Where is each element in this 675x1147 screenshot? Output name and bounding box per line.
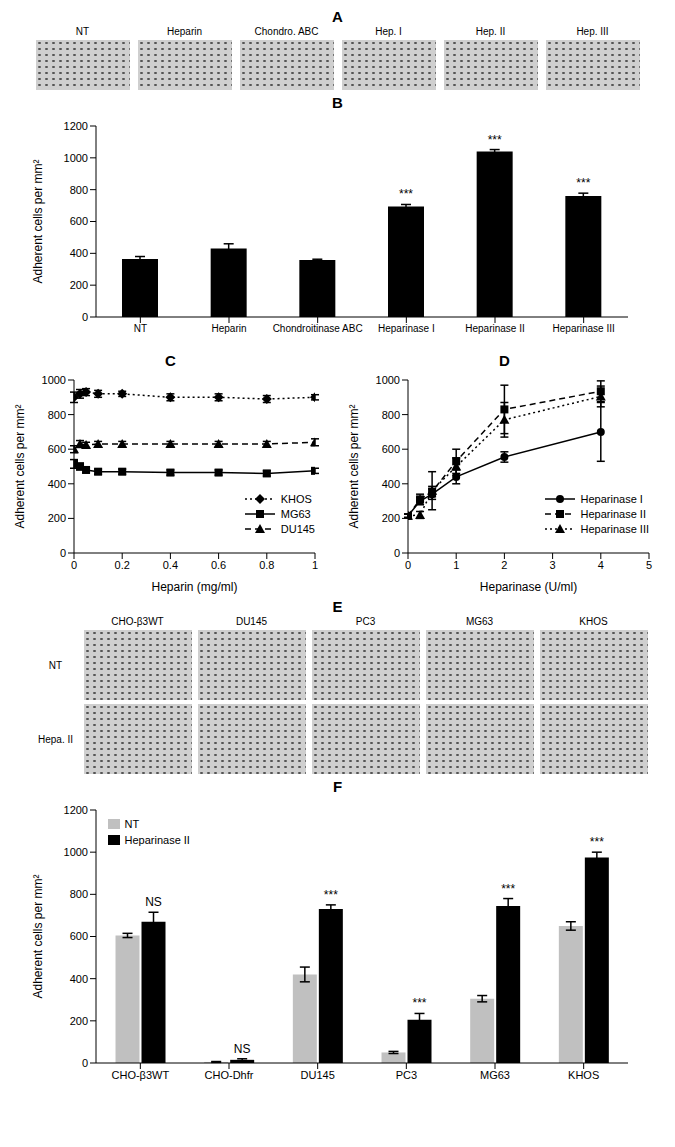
svg-text:0: 0	[60, 547, 66, 559]
svg-text:Heparinase II: Heparinase II	[465, 323, 524, 334]
html-text:Heparinase II: Heparinase II	[580, 507, 646, 520]
svg-text:Heparinase (U/ml): Heparinase (U/ml)	[480, 580, 577, 594]
svg-text:0: 0	[81, 1057, 87, 1069]
html-text:NT: NT	[124, 818, 140, 830]
svg-text:***: ***	[501, 882, 515, 896]
svg-text:800: 800	[69, 184, 87, 196]
html-text:F: F	[332, 778, 343, 795]
svg-text:***: ***	[412, 996, 426, 1010]
html-text:Hep. I: Hep. I	[375, 26, 402, 37]
svg-text:0.4: 0.4	[163, 559, 178, 571]
html-text:KHOS: KHOS	[579, 616, 608, 627]
svg-text:600: 600	[69, 215, 87, 227]
svg-text:Adherent cells per mm²: Adherent cells per mm²	[13, 404, 27, 528]
svg-text:Heparin: Heparin	[211, 323, 246, 334]
svg-text:800: 800	[48, 409, 66, 421]
svg-text:1: 1	[312, 559, 318, 571]
svg-text:KHOS: KHOS	[568, 1069, 599, 1081]
html-text:C: C	[165, 352, 176, 369]
svg-text:600: 600	[382, 443, 400, 455]
svg-text:Chondroitinase ABC: Chondroitinase ABC	[272, 323, 362, 334]
svg-text:200: 200	[48, 512, 66, 524]
html-text:A: A	[332, 8, 343, 25]
html-text:Chondro. ABC: Chondro. ABC	[254, 26, 319, 37]
html-text:Hep. III: Hep. III	[576, 26, 609, 37]
svg-text:600: 600	[48, 443, 66, 455]
svg-text:CHO-β3WT: CHO-β3WT	[111, 1069, 169, 1081]
svg-text:***: ***	[589, 835, 603, 849]
svg-text:0.6: 0.6	[211, 559, 226, 571]
svg-text:1: 1	[453, 559, 459, 571]
svg-text:Heparinase III: Heparinase III	[552, 323, 614, 334]
html-text:KHOS: KHOS	[280, 492, 312, 505]
html-text:Hep. II: Hep. II	[475, 26, 506, 37]
svg-text:Adherent cells per mm²: Adherent cells per mm²	[31, 874, 45, 998]
html-text:B: B	[332, 94, 343, 111]
svg-text:Adherent cells per mm²: Adherent cells per mm²	[347, 404, 361, 528]
html-text:MG63: MG63	[465, 616, 494, 627]
svg-text:2: 2	[501, 559, 507, 571]
svg-text:800: 800	[69, 888, 87, 900]
html-text:PC3: PC3	[355, 616, 376, 627]
svg-text:1000: 1000	[63, 152, 87, 164]
svg-text:5: 5	[646, 559, 652, 571]
svg-text:400: 400	[48, 478, 66, 490]
html-text:E: E	[332, 598, 343, 615]
svg-text:400: 400	[69, 247, 87, 259]
svg-text:1000: 1000	[63, 846, 87, 858]
svg-text:NS: NS	[145, 895, 162, 909]
svg-text:0: 0	[405, 559, 411, 571]
svg-text:1200: 1200	[63, 120, 87, 132]
svg-text:NT: NT	[133, 323, 146, 334]
svg-text:400: 400	[382, 478, 400, 490]
svg-text:***: ***	[323, 888, 337, 902]
html-text:Hepa. II: Hepa. II	[38, 733, 73, 745]
svg-text:200: 200	[69, 279, 87, 291]
svg-text:***: ***	[576, 176, 590, 190]
html-text:MG63: MG63	[280, 507, 311, 520]
svg-text:1000: 1000	[42, 374, 66, 386]
svg-text:1000: 1000	[376, 374, 400, 386]
svg-text:PC3: PC3	[395, 1069, 416, 1081]
svg-text:200: 200	[69, 1015, 87, 1027]
html-text:Heparinase I: Heparinase I	[580, 492, 643, 505]
svg-text:800: 800	[382, 409, 400, 421]
svg-text:MG63: MG63	[480, 1069, 510, 1081]
svg-text:400: 400	[69, 973, 87, 985]
svg-text:Heparinase I: Heparinase I	[377, 323, 434, 334]
svg-text:1200: 1200	[63, 804, 87, 816]
svg-text:***: ***	[487, 133, 501, 147]
html-text:DU145: DU145	[235, 616, 268, 627]
html-text:Heparin: Heparin	[167, 26, 202, 37]
svg-text:Heparin (mg/ml): Heparin (mg/ml)	[151, 580, 237, 594]
html-text:NT: NT	[75, 26, 90, 37]
html-text:Heparinase II: Heparinase II	[124, 834, 190, 846]
svg-text:***: ***	[398, 187, 412, 201]
svg-text:0: 0	[71, 559, 77, 571]
html-text:NT: NT	[48, 659, 63, 671]
html-text:CHO-β3WT: CHO-β3WT	[111, 616, 164, 627]
svg-text:DU145: DU145	[300, 1069, 334, 1081]
svg-text:NS: NS	[233, 1042, 250, 1056]
svg-text:3: 3	[550, 559, 556, 571]
svg-text:4: 4	[598, 559, 604, 571]
html-text:DU145: DU145	[280, 522, 315, 535]
svg-text:Adherent cells per mm²: Adherent cells per mm²	[31, 159, 45, 283]
svg-text:CHO-Dhfr: CHO-Dhfr	[204, 1069, 253, 1081]
svg-text:0: 0	[394, 547, 400, 559]
html-text:D: D	[499, 352, 510, 369]
html-text:Heparinase III: Heparinase III	[580, 522, 649, 535]
svg-text:200: 200	[382, 512, 400, 524]
svg-text:600: 600	[69, 930, 87, 942]
svg-text:0.8: 0.8	[259, 559, 274, 571]
svg-text:0: 0	[81, 311, 87, 323]
svg-text:0.2: 0.2	[115, 559, 130, 571]
